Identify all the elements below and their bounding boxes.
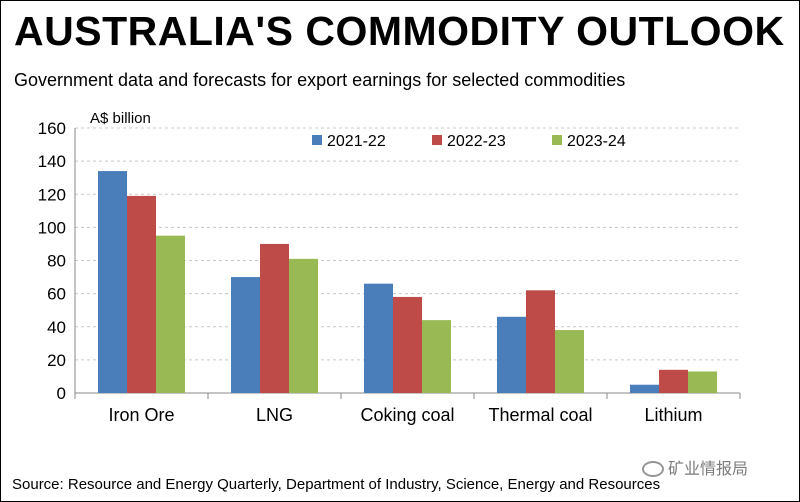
y-tick-label: 140 [38, 152, 66, 171]
watermark-text: 矿业情报局 [668, 461, 749, 478]
y-tick-label: 80 [47, 252, 66, 271]
legend-swatch-2023-24 [552, 135, 562, 145]
bar-2023-24-iron-ore [156, 235, 185, 393]
wechat-icon [642, 461, 664, 477]
legend-label: 2022-23 [447, 133, 506, 150]
bar-2021-22-thermal-coal [497, 316, 526, 393]
y-tick-label: 160 [38, 119, 66, 138]
legend-label: 2023-24 [567, 133, 626, 150]
bar-2022-23-iron-ore [127, 195, 156, 393]
bar-2021-22-lng [231, 277, 260, 393]
legend-swatch-2022-23 [432, 135, 442, 145]
bar-2022-23-lng [260, 243, 289, 393]
bar-2021-22-coking-coal [364, 283, 393, 393]
bar-2022-23-thermal-coal [526, 290, 555, 393]
bar-2023-24-coking-coal [422, 320, 451, 393]
page-title: AUSTRALIA'S COMMODITY OUTLOOK [14, 8, 785, 54]
bar-2021-22-lithium [630, 384, 659, 393]
source-note: Source: Resource and Energy Quarterly, D… [12, 476, 661, 493]
page-subtitle: Government data and forecasts for export… [14, 70, 626, 90]
y-tick-label: 40 [47, 318, 66, 337]
watermark: 矿业情报局 [642, 455, 748, 479]
x-tick-label: Lithium [644, 405, 702, 425]
y-tick-label: 60 [47, 285, 66, 304]
bar-2023-24-thermal-coal [555, 330, 584, 393]
legend-swatch-2021-22 [312, 135, 322, 145]
bar-2021-22-iron-ore [98, 171, 127, 393]
x-tick-label: Iron Ore [108, 405, 174, 425]
legend-label: 2021-22 [327, 133, 386, 150]
y-tick-label: 20 [47, 351, 66, 370]
bar-2022-23-lithium [659, 369, 688, 393]
y-tick-label: 120 [38, 185, 66, 204]
y-axis-label: A$ billion [90, 110, 151, 127]
bar-2023-24-lng [289, 258, 318, 393]
y-tick-label: 0 [57, 384, 66, 403]
bar-2022-23-coking-coal [393, 296, 422, 393]
x-tick-label: LNG [256, 405, 293, 425]
x-tick-label: Thermal coal [488, 405, 592, 425]
bar-2023-24-lithium [688, 371, 717, 393]
x-tick-label: Coking coal [360, 405, 454, 425]
y-tick-label: 100 [38, 218, 66, 237]
